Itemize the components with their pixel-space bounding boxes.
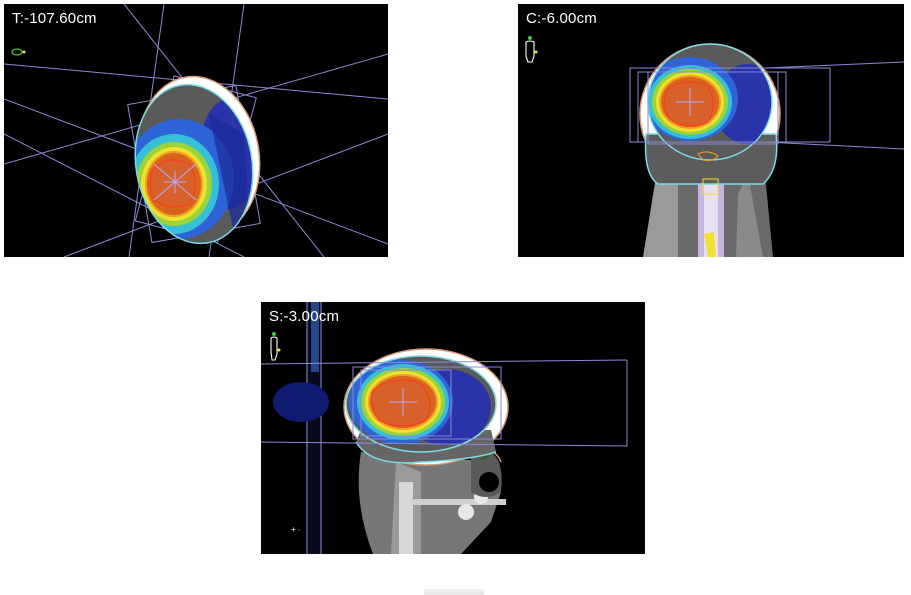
coronal-view-panel[interactable]: C:-6.00cm [518, 4, 904, 257]
orientation-body-icon [525, 36, 538, 63]
coronal-plane-label: C:-6.00cm [526, 10, 597, 27]
svg-text:+ ∙: + ∙ [291, 525, 300, 534]
sagittal-ct-image: + ∙ [261, 302, 628, 554]
transverse-plane-label: T:-107.60cm [12, 10, 97, 27]
coronal-ct-image [525, 36, 904, 257]
transverse-ct-image [4, 4, 388, 257]
beam-lines [261, 359, 628, 447]
isocenter-crosshair-icon [389, 388, 417, 416]
isocenter-crosshair-icon [676, 88, 704, 116]
orientation-head-icon [11, 48, 26, 56]
orientation-body-icon [270, 332, 281, 361]
sagittal-view-panel[interactable]: S:-3.00cm [261, 302, 645, 554]
bottom-mark [424, 589, 484, 595]
sagittal-plane-label: S:-3.00cm [269, 308, 340, 325]
isocenter-crosshair-icon [153, 163, 197, 201]
beam-lines [629, 61, 904, 150]
transverse-view-panel[interactable]: T:-107.60cm [4, 4, 388, 257]
